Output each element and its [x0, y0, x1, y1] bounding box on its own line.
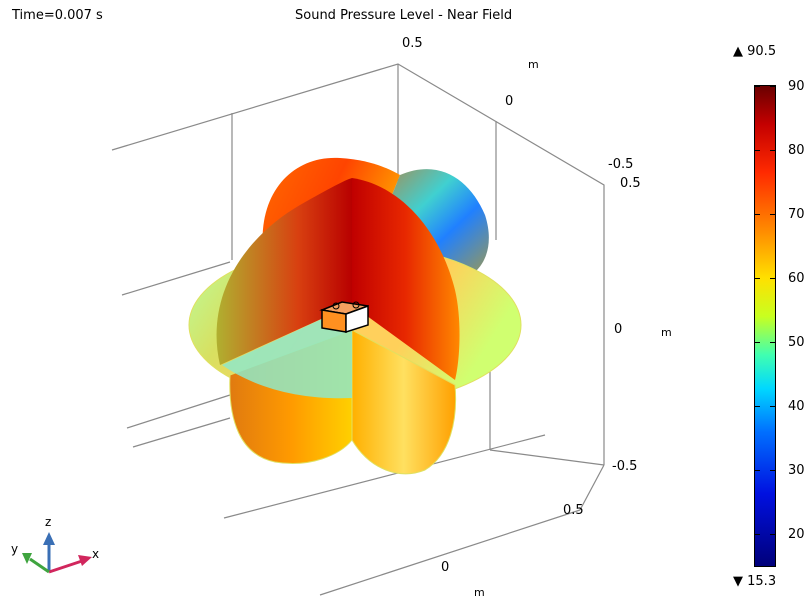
axis-top-right-pos: 0.5	[620, 176, 641, 191]
colorbar-max-value: 90.5	[747, 44, 777, 59]
colorbar-max: ▲ 90.5	[733, 45, 776, 58]
triad-y-label: y	[11, 542, 19, 556]
triangle-up-icon: ▲	[733, 44, 743, 59]
colorbar-tick-label: 20	[788, 527, 805, 542]
triad-z-label: z	[45, 515, 52, 529]
colorbar-min-value: 15.3	[747, 574, 777, 589]
axis-bottom-zero: 0	[441, 560, 450, 575]
colorbar-tick-label: 70	[788, 207, 805, 222]
axis-z-top-label: 0.5	[402, 36, 423, 51]
left-slice	[216, 178, 352, 365]
colorbar-tick-label: 60	[788, 271, 805, 286]
colorbar-tick-label: 50	[788, 335, 805, 350]
triad-x-label: x	[92, 547, 100, 561]
colorbar-tick-label: 30	[788, 463, 805, 478]
axis-triad	[22, 532, 92, 574]
colorbar-min: ▼ 15.3	[733, 575, 776, 588]
axis-top-right-neg: -0.5	[608, 157, 634, 172]
axis-right-unit: m	[661, 326, 672, 339]
axis-top-back-zero: 0	[505, 94, 514, 109]
plot-title: Sound Pressure Level - Near Field	[295, 8, 513, 23]
axis-unit-top: m	[528, 58, 539, 71]
axis-bottom-unit: m	[474, 586, 485, 599]
axis-bottom-pos: 0.5	[563, 503, 584, 518]
colorbar	[754, 85, 776, 567]
colorbar-tick-label: 80	[788, 143, 805, 158]
axis-right-zero: 0	[614, 322, 623, 337]
front-cool-wedge	[222, 305, 352, 399]
axis-right-neg: -0.5	[612, 459, 638, 474]
colorbar-tick-label: 40	[788, 399, 805, 414]
time-label: Time=0.007 s	[12, 8, 103, 23]
speaker-model	[319, 301, 369, 334]
colorbar-tick-label: 90	[788, 79, 805, 94]
right-slice	[352, 178, 460, 380]
lower-right-lobe	[351, 329, 457, 475]
triangle-down-icon: ▼	[733, 574, 743, 589]
